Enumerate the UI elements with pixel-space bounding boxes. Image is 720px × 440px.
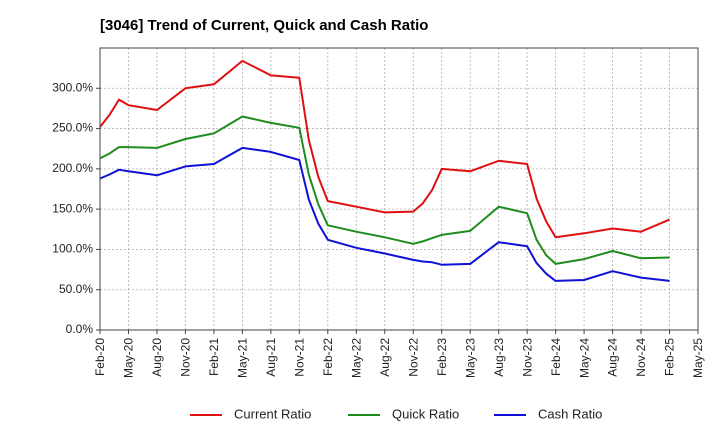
x-tick-label: Feb-23 [435,338,449,376]
x-tick-label: May-22 [349,338,363,378]
x-tick-label: May-21 [236,338,250,378]
y-tick-label: 100.0% [52,242,93,256]
x-tick-label: Nov-23 [520,338,534,377]
y-tick-label: 200.0% [52,161,93,175]
plot-frame [99,47,699,331]
x-tick-label: Nov-21 [293,338,307,377]
legend: Current Ratio Quick Ratio Cash Ratio [190,406,602,421]
x-tick-label: Aug-20 [150,338,164,377]
x-tick-label: Feb-25 [663,338,677,376]
y-tick-label: 250.0% [52,121,93,135]
x-tick-label: Nov-20 [179,338,193,377]
x-tick-label: Feb-22 [321,338,335,376]
y-tick-label: 150.0% [52,201,93,215]
y-tick-label: 50.0% [59,282,93,296]
y-tick-label: 300.0% [52,80,93,94]
x-tick-label: May-24 [577,338,591,378]
x-tick-label: Aug-23 [492,338,506,377]
x-tick-label: Nov-22 [406,338,420,377]
grid-layer [100,48,698,330]
legend-label-current-ratio: Current Ratio [234,406,311,421]
x-tick-label: Nov-24 [634,338,648,377]
legend-label-quick-ratio: Quick Ratio [392,406,459,421]
x-tick-label: Feb-24 [549,338,563,376]
legend-label-cash-ratio: Cash Ratio [538,406,602,421]
x-tick-label: Feb-21 [207,338,221,376]
axis-layer: Feb-20 May-20 Aug-20 Nov-20 Feb-21 May-21 Aug-… [52,47,705,378]
x-tick-label: May-25 [691,338,705,378]
chart-title: [3046] Trend of Current, Quick and Cash … [100,17,428,34]
x-tick-label: May-20 [122,338,136,378]
series-line-quick-ratio [99,115,670,265]
y-tick-label: 0.0% [66,322,94,336]
x-tick-label: Feb-20 [93,338,107,376]
series-layer [99,59,670,282]
series-line-cash-ratio [99,146,670,282]
x-tick-label: Aug-22 [378,338,392,377]
x-tick-label: Aug-24 [606,338,620,377]
x-tick-label: May-23 [463,338,477,378]
series-line-current-ratio [99,59,670,239]
x-tick-label: Aug-21 [264,338,278,377]
